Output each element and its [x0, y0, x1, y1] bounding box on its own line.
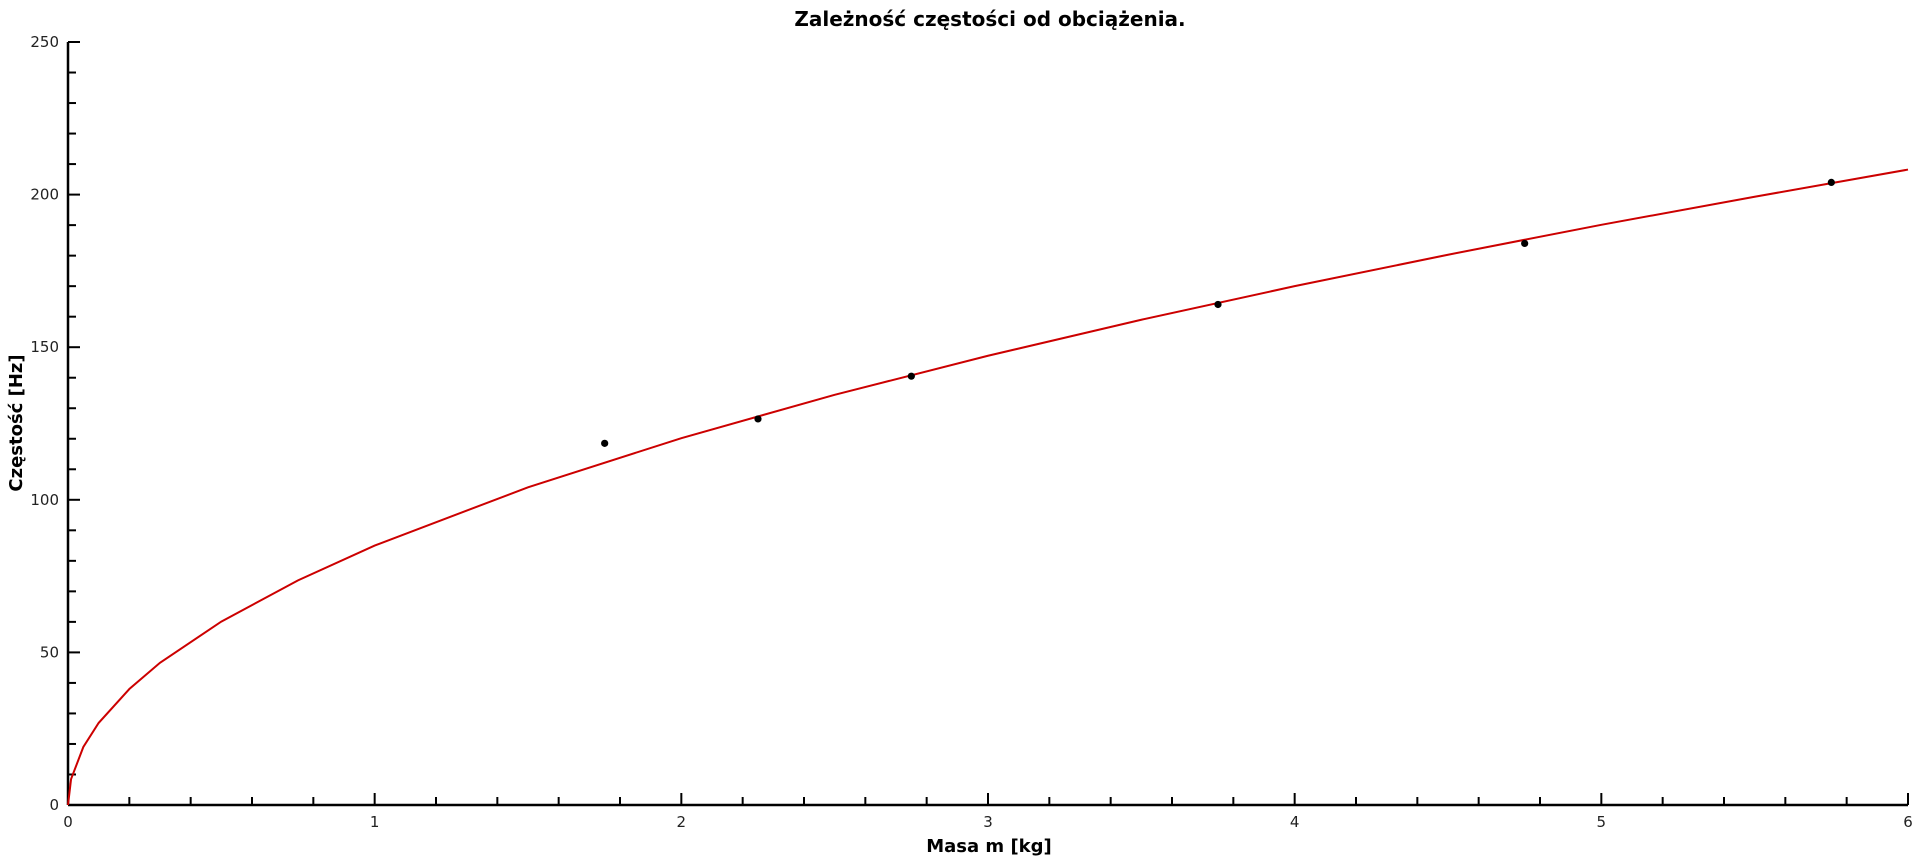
x-tick-label: 3 — [983, 813, 993, 831]
fit-curve — [67, 168, 1909, 806]
x-tick-label: 6 — [1903, 813, 1913, 831]
data-point — [1521, 239, 1529, 248]
tick-labels: 0 1 2 3 4 5 6 0 50 100 150 200 250 — [30, 33, 1912, 831]
y-tick-label: 0 — [49, 796, 59, 814]
y-tick-label: 100 — [30, 491, 59, 509]
y-tick-label: 150 — [30, 338, 59, 356]
y-tick-label: 200 — [30, 186, 59, 204]
x-tick-label: 0 — [63, 813, 73, 831]
x-axis-label: Masa m [kg] — [926, 836, 1052, 857]
ticks — [67, 41, 1909, 806]
y-tick-label: 50 — [40, 643, 59, 661]
chart-title: Zależność częstości od obciążenia. — [794, 7, 1185, 31]
y-tick-label: 250 — [30, 33, 59, 51]
y-axis-label: Częstość [Hz] — [6, 354, 27, 491]
x-tick-label: 4 — [1290, 813, 1300, 831]
data-point — [1214, 300, 1222, 309]
x-tick-label: 1 — [370, 813, 380, 831]
data-point — [754, 415, 762, 423]
data-points — [601, 178, 1835, 447]
x-tick-label: 2 — [677, 813, 687, 831]
data-point — [907, 372, 915, 380]
axes — [66, 42, 1908, 807]
data-point — [1827, 178, 1835, 186]
x-tick-label: 5 — [1597, 813, 1607, 831]
data-point — [601, 439, 609, 447]
